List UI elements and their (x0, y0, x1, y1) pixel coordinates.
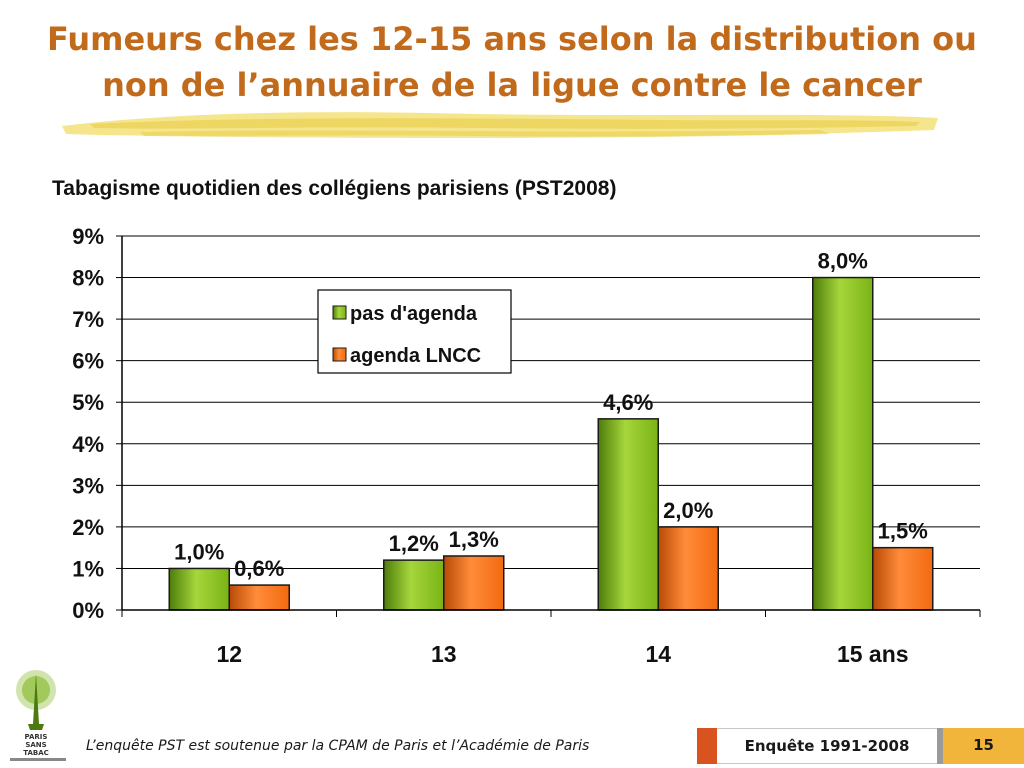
legend: pas d'agenda agenda LNCC (317, 289, 512, 374)
legend-label: agenda LNCC (350, 345, 481, 367)
legend-box (317, 289, 512, 374)
legend-label: pas d'agenda (350, 303, 478, 325)
footer-gray-block (937, 728, 943, 764)
data-label: 4,6% (603, 390, 653, 415)
bar-agenda-lncc (657, 526, 719, 611)
bar-chart: Tabagisme quotidien des collégiens paris… (52, 177, 981, 667)
logo-lettering: PARIS SANS TABAC (23, 733, 49, 757)
data-label: 1,2% (389, 531, 439, 556)
paris-sans-tabac-logo: PARIS SANS TABAC (10, 670, 66, 761)
x-tick-label: 15 ans (837, 641, 909, 667)
chart-title: Tabagisme quotidien des collégiens paris… (52, 177, 616, 200)
slide-title-line-1: Fumeurs chez les 12-15 ans selon la dist… (47, 20, 977, 58)
legend-swatch (332, 305, 347, 320)
logo-text-line: SANS (25, 741, 46, 749)
data-label: 1,5% (878, 519, 928, 544)
y-tick-label: 8% (72, 266, 104, 291)
y-tick-label: 5% (72, 390, 104, 415)
footer-strip: Enquête 1991-2008 15 (697, 728, 1024, 764)
x-tick-label: 12 (216, 641, 242, 667)
y-tick-label: 0% (72, 598, 104, 623)
x-tick-label: 14 (645, 641, 671, 667)
y-tick-label: 3% (72, 473, 104, 498)
logo-text-line: TABAC (23, 749, 49, 757)
y-tick-label: 1% (72, 556, 104, 581)
survey-label-box: Enquête 1991-2008 (717, 728, 937, 764)
bar-agenda-lncc (872, 546, 934, 611)
footer-orange-block (697, 728, 717, 764)
bar-pas-agenda (597, 418, 659, 611)
data-label: 0,6% (234, 556, 284, 581)
bar-pas-agenda (812, 276, 874, 611)
slide-title: Fumeurs chez les 12-15 ans selon la dist… (0, 16, 1024, 108)
bar-agenda-lncc (228, 584, 290, 611)
page-number: 15 (973, 736, 994, 754)
logo-text-line: PARIS (25, 733, 48, 741)
bar-agenda-lncc (443, 555, 505, 611)
data-label: 8,0% (818, 249, 868, 274)
legend-swatch (332, 347, 347, 362)
data-label: 1,3% (449, 527, 499, 552)
survey-label: Enquête 1991-2008 (744, 737, 910, 755)
footer-sponsor-text: L’enquête PST est soutenue par la CPAM d… (86, 738, 590, 754)
slide-title-line-2: non de l’annuaire de la ligue contre le … (102, 66, 922, 104)
bar-pas-agenda (383, 559, 445, 611)
y-tick-label: 4% (72, 432, 104, 457)
data-label: 2,0% (663, 498, 713, 523)
y-tick-label: 7% (72, 307, 104, 332)
title-highlight-stroke (62, 112, 938, 138)
y-tick-label: 2% (72, 515, 104, 540)
y-tick-label: 6% (72, 349, 104, 374)
data-label: 1,0% (174, 539, 224, 564)
y-tick-label: 9% (72, 224, 104, 249)
page-number-box: 15 (943, 728, 1024, 764)
bar-pas-agenda (168, 567, 230, 611)
x-tick-label: 13 (431, 641, 457, 667)
